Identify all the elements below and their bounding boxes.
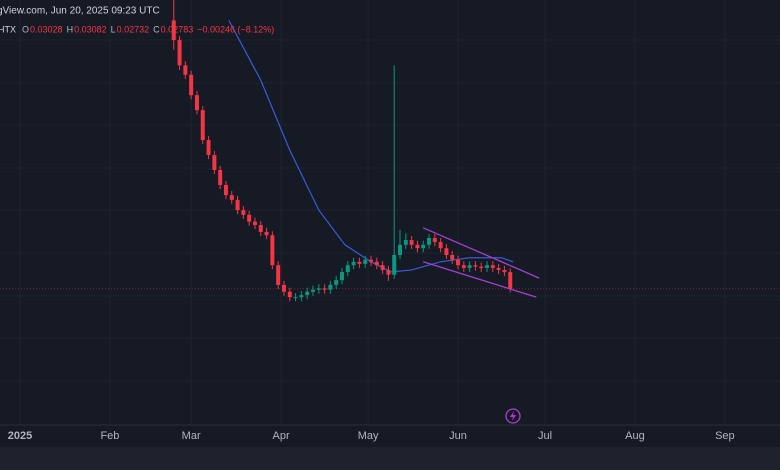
x-tick-label: Mar [182,430,201,442]
candle-body [241,210,246,215]
x-tick-label: Feb [100,430,119,442]
candle-body [490,265,495,268]
candle-body [432,238,437,243]
trendline [423,261,537,298]
candle-body [461,265,466,268]
candle-body [392,255,397,275]
candle-body [276,265,281,285]
x-tick-label: Sep [715,430,735,442]
x-tick-label: Jun [449,430,467,442]
x-tick-label: 2025 [8,430,32,442]
ohlc-key: C [153,24,160,34]
candle-body [444,248,449,255]
ohlc-legend: HTX O 0.03028 H 0.03082 L 0.02732 C 0.02783 −0.00… [0,24,274,34]
candle-body [183,65,188,75]
candle-body [252,221,257,226]
ohlc-value: 0.02783 [161,24,194,34]
candle-body [369,259,374,262]
source-text: gView.com, Jun 20, 2025 09:23 UTC [0,6,160,17]
candle-body [235,199,240,211]
candle-body [247,214,252,222]
ohlc-value: 0.03082 [74,24,107,34]
candle-body [456,259,461,266]
candle-body [328,284,333,290]
symbol: HTX [0,24,16,34]
candle-body [299,295,304,298]
candle-body [450,255,455,260]
ohlc-value: 0.02732 [117,24,150,34]
candle-body [380,265,385,270]
lightning-icon[interactable] [505,408,521,424]
trendline [422,227,540,279]
candle-body [305,291,310,296]
candle-body [316,288,321,290]
x-axis-strip [0,425,780,447]
candle-body [473,265,478,267]
candle-body [421,244,426,249]
ohlc-value: 0.03028 [30,24,63,34]
candle-body [508,272,513,289]
plot [0,0,780,425]
x-tick-label: Jul [538,430,552,442]
candle-body [479,266,484,268]
ohlc-key: L [111,24,116,34]
candle-body [502,269,507,273]
candle-body [334,280,339,285]
candle-body [467,265,472,268]
x-tick-label: Apr [273,430,290,442]
candle-body [322,288,327,290]
candle-body [264,231,269,236]
candle-body [351,261,356,266]
candle-body [345,265,350,272]
candle-body [485,265,490,268]
candle-body [287,291,292,298]
bottom-bar [0,447,780,470]
candle-body [212,155,217,170]
candle-body [357,261,362,264]
candle-body [363,259,368,264]
candle-body [229,195,234,200]
candle-body [409,240,414,245]
ohlc-key: H [67,24,74,34]
candle-body [374,261,379,266]
candle-body [438,242,443,249]
change: −0.00246 (−8.12%) [197,24,274,34]
candle-body [496,267,501,270]
horizontal-grid [0,39,780,382]
candle-body [218,170,223,185]
x-tick-label: Aug [625,430,645,442]
candle-body [415,244,420,249]
ohlc-key: O [22,24,29,34]
candle-body [200,110,205,141]
candle-body [223,184,228,196]
candle-body [339,272,344,281]
candle-body [281,284,286,292]
candle-body [403,240,408,245]
candle-body [258,225,263,232]
candle-body [189,74,194,96]
candle-body [427,238,432,245]
candle-body [270,235,275,266]
candle-body [194,95,199,111]
candle-body [171,20,176,41]
candle-body [310,289,315,292]
x-tick-label: May [358,430,379,442]
candle-body [398,244,403,255]
candle-body [206,140,211,156]
candle-body [293,297,298,299]
candle-body [386,269,391,275]
candle-body [177,40,182,66]
